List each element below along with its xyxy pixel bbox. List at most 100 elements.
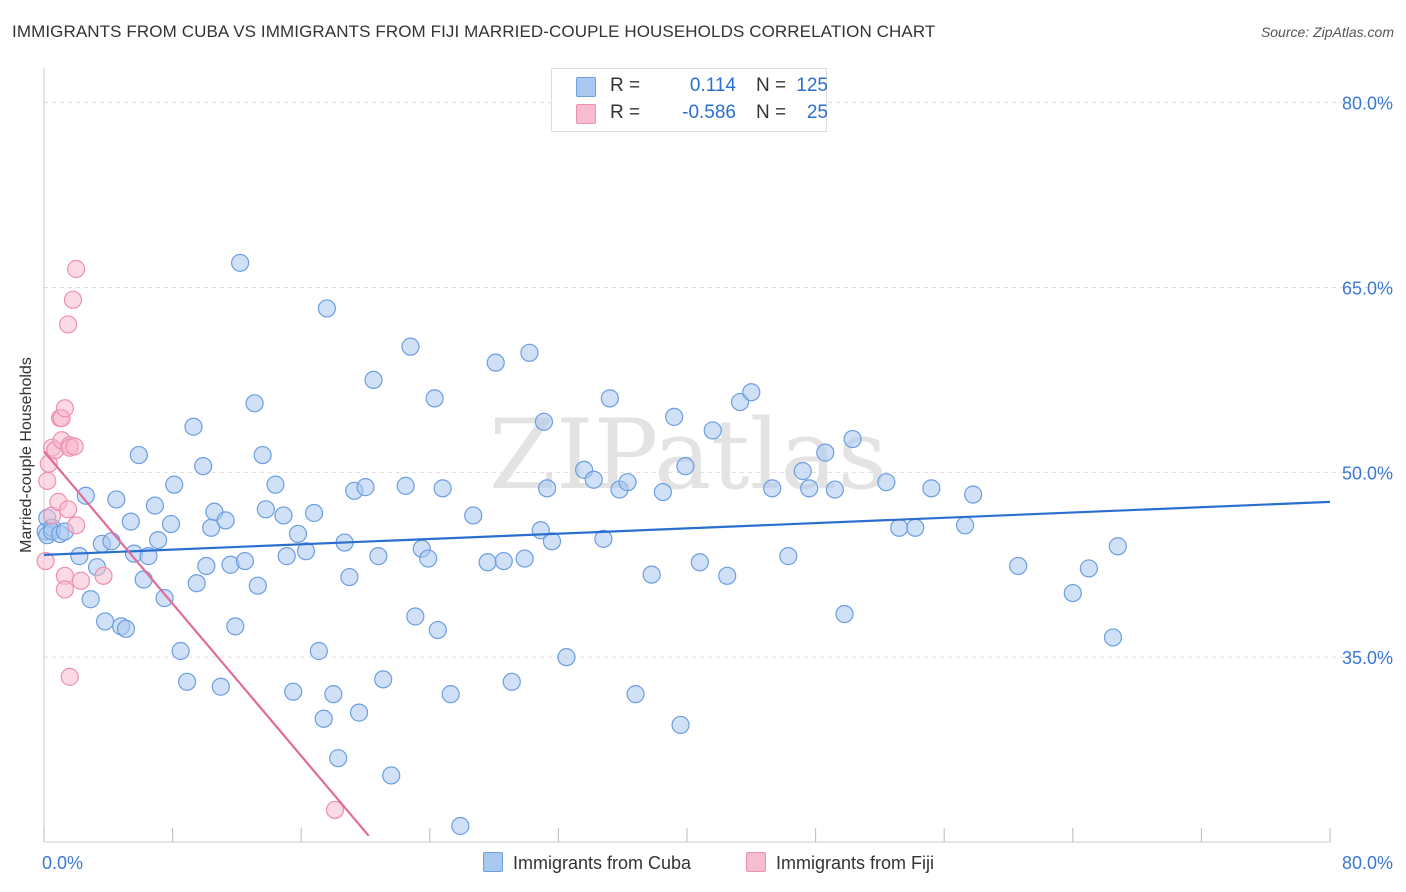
point-cuba (349, 703, 369, 722)
point-fiji (36, 551, 55, 571)
point-cuba (364, 370, 383, 390)
point-cuba (742, 383, 761, 402)
point-cuba (81, 590, 100, 609)
point-fiji (55, 580, 74, 599)
point-cuba (149, 530, 168, 550)
point-cuba (538, 479, 557, 498)
chart-title: IMMIGRANTS FROM CUBA VS IMMIGRANTS FROM … (12, 22, 936, 41)
point-cuba (594, 529, 613, 548)
fiji-swatch (746, 852, 766, 872)
point-cuba (194, 457, 213, 476)
point-cuba (107, 490, 126, 509)
legend-label-fiji: Immigrants from Fiji (776, 853, 935, 873)
point-fiji (67, 516, 86, 535)
point-cuba (296, 542, 316, 561)
point-cuba (1063, 583, 1082, 603)
point-cuba (102, 532, 121, 551)
point-cuba (718, 566, 737, 585)
point-fiji (63, 290, 83, 309)
point-cuba (825, 480, 844, 499)
point-cuba (763, 479, 782, 498)
r-value: -0.586 (682, 102, 736, 123)
point-cuba (1079, 559, 1098, 578)
point-cuba (843, 429, 862, 449)
point-fiji (94, 566, 113, 585)
point-cuba (329, 749, 348, 768)
point-cuba (906, 518, 925, 537)
point-cuba (171, 641, 190, 661)
trend-lines (43, 450, 1331, 837)
legend-label-cuba: Immigrants from Cuba (513, 853, 692, 873)
point-cuba (266, 475, 285, 494)
point-fiji (71, 571, 91, 590)
point-cuba (642, 565, 661, 584)
point-cuba (1108, 537, 1127, 556)
axes (43, 68, 1331, 843)
cuba-swatch (576, 77, 596, 97)
point-cuba (486, 353, 505, 372)
point-cuba (816, 443, 835, 462)
point-cuba (369, 547, 388, 566)
point-cuba (216, 511, 235, 530)
x-tick-label: 80.0% (1342, 853, 1393, 873)
point-fiji (59, 315, 78, 334)
point-cuba (374, 670, 393, 689)
point-cuba (401, 337, 420, 356)
point-cuba (134, 570, 153, 589)
point-cuba (304, 503, 324, 523)
point-cuba (288, 524, 308, 544)
point-fiji (325, 800, 345, 820)
point-cuba (428, 620, 447, 640)
point-fiji (55, 399, 74, 418)
point-cuba (161, 514, 181, 534)
point-cuba (70, 547, 89, 566)
y-tick-label: 35.0% (1342, 648, 1393, 668)
point-cuba (665, 407, 684, 426)
trend-line-fiji (43, 450, 370, 837)
point-cuba (557, 648, 576, 667)
trend-line-cuba (43, 500, 1331, 556)
n-label: N = (756, 102, 787, 123)
point-cuba (284, 682, 303, 701)
point-cuba (1103, 628, 1123, 647)
correlation-legend: R = 0.114 N = 125 R = -0.586 N = 25 (551, 68, 828, 132)
point-cuba (382, 766, 401, 785)
point-cuba (314, 709, 333, 728)
point-cuba (253, 445, 272, 465)
point-cuba (922, 479, 941, 498)
point-cuba (690, 553, 709, 572)
point-cuba (600, 389, 619, 408)
point-cuba (248, 576, 267, 595)
point-cuba (145, 496, 165, 515)
point-cuba (676, 457, 695, 476)
point-cuba (155, 588, 174, 608)
point-cuba (671, 715, 690, 735)
n-value: 125 (796, 75, 828, 96)
point-cuba (703, 421, 722, 440)
r-value: 0.114 (689, 75, 736, 96)
point-cuba (197, 556, 216, 576)
point-cuba (433, 479, 452, 498)
point-cuba (653, 482, 672, 502)
y-axis-label: Married-couple Households (18, 357, 35, 553)
point-cuba (95, 612, 115, 631)
point-cuba (877, 473, 896, 492)
point-cuba (584, 470, 603, 489)
point-cuba (317, 299, 337, 318)
tick-labels: 35.0% 50.0% 65.0% 80.0% 0.0% 80.0% (42, 94, 1393, 873)
point-cuba (520, 343, 539, 362)
point-cuba (165, 475, 184, 494)
point-fiji (59, 500, 78, 519)
legend-item-fiji: Immigrants from Fiji (746, 852, 934, 874)
point-cuba (231, 253, 250, 272)
point-cuba (451, 816, 470, 836)
point-cuba (419, 549, 438, 568)
point-cuba (425, 389, 444, 408)
point-cuba (890, 518, 909, 537)
point-cuba (187, 574, 206, 593)
point-cuba (534, 412, 554, 431)
point-fiji (67, 259, 86, 279)
point-fiji (65, 437, 84, 456)
point-cuba (245, 394, 264, 413)
